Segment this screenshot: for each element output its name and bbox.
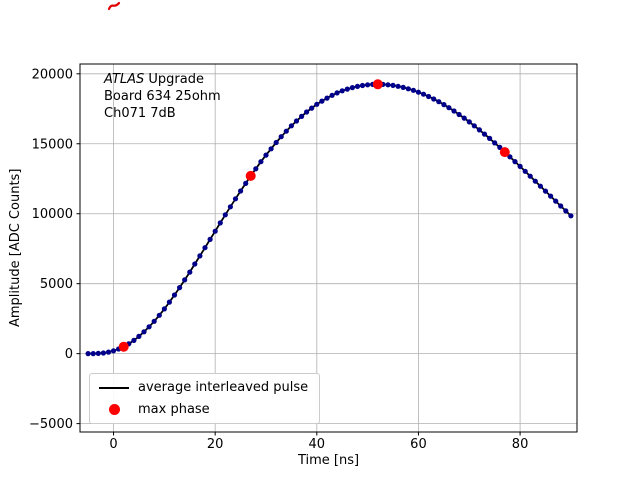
x-tick-label: 60	[410, 437, 427, 452]
chart-annotation: ATLAS Upgrade Board 634 25ohm Ch071 7dB	[104, 71, 221, 122]
y-tick-label: 5000	[40, 277, 73, 292]
x-tick-label: 40	[309, 437, 326, 452]
legend-dot-swatch	[99, 404, 129, 415]
annotation-channel: Ch071 7dB	[104, 106, 176, 121]
x-tick-label: 20	[207, 437, 224, 452]
x-tick-label: 0	[109, 437, 117, 452]
legend-entry-max-phase: max phase	[99, 402, 308, 417]
legend-entry-average-pulse: average interleaved pulse	[99, 380, 308, 395]
pulse-markers	[85, 81, 574, 357]
annotation-title: ATLAS Upgrade	[104, 71, 221, 88]
line-sample-icon	[99, 386, 129, 389]
annotation-title-italic: ATLAS	[104, 72, 145, 87]
x-axis-ticks: 0 20 40 60 80	[109, 432, 528, 452]
legend: average interleaved pulse max phase	[89, 373, 321, 424]
y-axis-ticks: −5000 0 5000 10000 15000 20000	[29, 67, 80, 432]
legend-line-swatch	[99, 386, 129, 389]
y-tick-label: 15000	[32, 137, 73, 152]
grid-lines	[80, 64, 577, 432]
y-tick-label: −5000	[29, 417, 73, 432]
x-tick-label: 80	[512, 437, 529, 452]
legend-label-max-phase: max phase	[138, 402, 210, 417]
screen-artifact-mark	[107, 1, 121, 11]
legend-label-average-pulse: average interleaved pulse	[138, 380, 309, 395]
plot-frame	[79, 63, 578, 433]
dot-sample-icon	[108, 404, 120, 415]
annotation-title-rest: Upgrade	[144, 72, 204, 87]
y-tick-label: 10000	[32, 207, 73, 222]
y-tick-label: 0	[65, 347, 73, 362]
y-tick-label: 20000	[32, 67, 73, 82]
y-axis-label: Amplitude [ADC Counts]	[8, 168, 23, 328]
x-axis-label: Time [ns]	[297, 453, 360, 468]
annotation-board: Board 634 25ohm	[104, 89, 221, 104]
max-phase-markers	[118, 79, 510, 352]
